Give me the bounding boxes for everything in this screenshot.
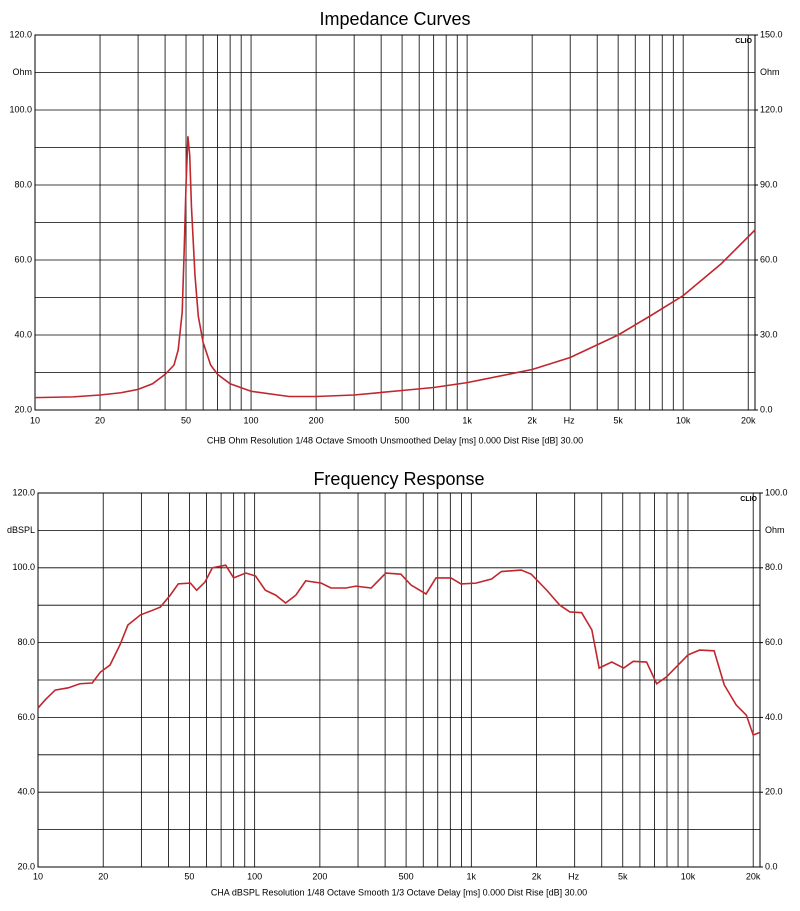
x-unit: Hz (568, 871, 579, 881)
x-tick-label: 20 (98, 871, 108, 881)
x-tick-label: 20k (741, 415, 756, 425)
y2-tick-label: 40.0 (765, 712, 783, 722)
x-tick-label: 200 (312, 871, 327, 881)
y2-tick-label: 0.0 (765, 861, 778, 871)
logo: CLIO (740, 496, 757, 503)
data-line (37, 564, 761, 737)
x-tick-label: 10k (681, 871, 696, 881)
x-tick-label: 50 (184, 871, 194, 881)
y-tick-label: 80.0 (14, 179, 32, 189)
y2-tick-label: 0.0 (760, 404, 773, 414)
data-line (34, 136, 756, 399)
x-tick-label: 10 (33, 871, 43, 881)
y-unit: dBSPL (7, 525, 35, 535)
x-tick-label: 50 (181, 415, 191, 425)
plot-frame (34, 34, 756, 411)
y-tick-label: 100.0 (9, 104, 32, 114)
x-tick-label: 2k (527, 415, 537, 425)
y-tick-label: 20.0 (17, 861, 35, 871)
y2-tick-label: 150.0 (760, 29, 783, 39)
y-tick-label: 120.0 (9, 29, 32, 39)
y2-tick-label: 90.0 (760, 179, 778, 189)
footer: CHA dBSPL Resolution 1/48 Octave Smooth … (211, 887, 587, 897)
y-tick-label: 120.0 (12, 487, 35, 497)
plot-frame (37, 492, 761, 868)
chart-title: Impedance Curves (319, 9, 470, 29)
y-tick-label: 40.0 (14, 329, 32, 339)
y2-unit: Ohm (760, 67, 780, 77)
y2-tick-label: 120.0 (760, 104, 783, 114)
y-tick-label: 80.0 (17, 637, 35, 647)
footer: CHB Ohm Resolution 1/48 Octave Smooth Un… (207, 435, 583, 445)
y2-tick-label: 80.0 (765, 562, 783, 572)
x-tick-label: 10 (30, 415, 40, 425)
y2-tick-label: 100.0 (765, 487, 788, 497)
y-tick-label: 20.0 (14, 404, 32, 414)
chart-title: Frequency Response (313, 469, 484, 489)
x-tick-label: 1k (462, 415, 472, 425)
y-tick-label: 100.0 (12, 562, 35, 572)
y-unit: Ohm (12, 67, 32, 77)
y2-tick-label: 20.0 (765, 787, 783, 797)
x-tick-label: 500 (399, 871, 414, 881)
x-tick-label: 5k (613, 415, 623, 425)
x-tick-label: 200 (309, 415, 324, 425)
x-tick-label: 20 (95, 415, 105, 425)
y2-tick-label: 30.0 (760, 329, 778, 339)
y2-tick-label: 60.0 (765, 637, 783, 647)
x-tick-label: 20k (746, 871, 761, 881)
y-tick-label: 40.0 (17, 787, 35, 797)
y2-unit: Ohm (765, 525, 785, 535)
x-unit: Hz (564, 415, 575, 425)
x-tick-label: 2k (532, 871, 542, 881)
x-tick-label: 5k (618, 871, 628, 881)
x-tick-label: 1k (467, 871, 477, 881)
y-tick-label: 60.0 (14, 254, 32, 264)
y-tick-label: 60.0 (17, 712, 35, 722)
y2-tick-label: 60.0 (760, 254, 778, 264)
x-tick-label: 100 (247, 871, 262, 881)
logo: CLIO (735, 38, 752, 45)
x-tick-label: 500 (395, 415, 410, 425)
x-tick-label: 100 (244, 415, 259, 425)
x-tick-label: 10k (676, 415, 691, 425)
